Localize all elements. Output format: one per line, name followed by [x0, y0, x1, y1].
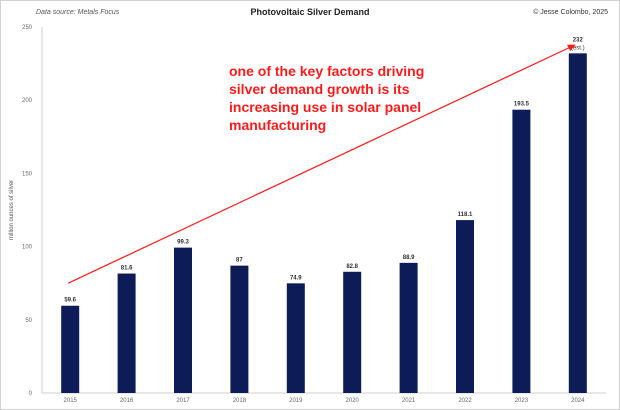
bar — [230, 265, 249, 393]
bar — [456, 220, 474, 393]
x-tick-label: 2019 — [289, 398, 303, 404]
x-tick-label: 2022 — [458, 398, 472, 404]
data-label: 59.6 — [64, 298, 76, 304]
data-label: 88.9 — [403, 255, 415, 261]
bar — [568, 53, 587, 394]
data-label: 118.1 — [458, 212, 473, 218]
bar — [286, 283, 305, 393]
x-tick-label: 2021 — [402, 398, 416, 404]
copyright-credit: © Jesse Colombo, 2025 — [533, 9, 608, 16]
data-label: 232 — [573, 37, 584, 43]
x-tick-label: 2020 — [346, 398, 360, 404]
x-tick-label: 2017 — [176, 398, 190, 404]
bar — [343, 271, 362, 393]
bar — [399, 262, 418, 393]
y-tick-label: 50 — [25, 318, 32, 324]
y-tick-label: 0 — [29, 391, 33, 397]
y-tick-label: 200 — [22, 98, 33, 104]
trend-arrow-head — [567, 44, 576, 52]
y-tick-label: 250 — [22, 25, 33, 31]
y-axis-title: million ounces of silver — [9, 180, 15, 240]
data-label-note: (est.) — [571, 45, 585, 51]
data-label: 87 — [236, 258, 243, 264]
data-label: 82.8 — [346, 264, 358, 270]
chart-title: Photovoltaic Silver Demand — [250, 7, 370, 17]
x-tick-label: 2023 — [515, 398, 529, 404]
bar — [174, 247, 192, 393]
data-label: 74.9 — [290, 275, 302, 281]
data-label: 81.6 — [121, 266, 133, 272]
data-label: 99.3 — [177, 240, 189, 246]
x-tick-label: 2024 — [571, 398, 585, 404]
annotation-text: one of the key factors driving silver de… — [229, 63, 425, 133]
data-label: 193.5 — [514, 102, 530, 108]
trend-arrow-line — [67, 46, 571, 284]
bar — [512, 109, 531, 393]
x-tick-label: 2018 — [233, 398, 247, 404]
x-tick-label: 2016 — [120, 398, 134, 404]
y-tick-label: 150 — [22, 171, 33, 177]
x-tick-label: 2015 — [64, 398, 78, 404]
data-source-note: Data source: Metals Focus — [36, 9, 120, 16]
bar — [117, 273, 136, 393]
bar — [61, 305, 80, 393]
y-tick-label: 100 — [22, 245, 33, 251]
